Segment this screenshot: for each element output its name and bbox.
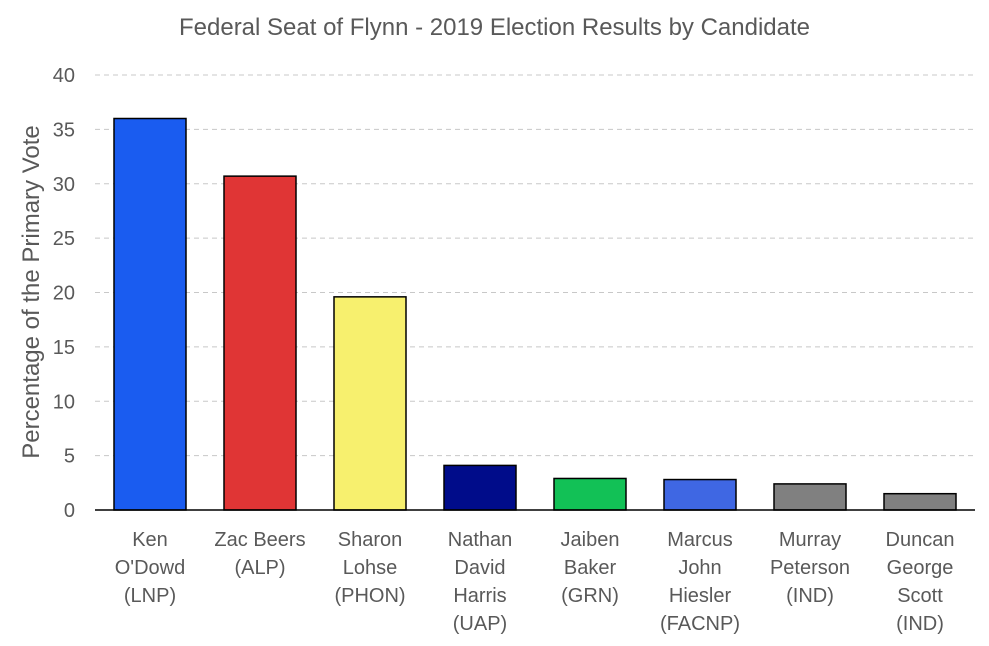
y-tick-label: 25 <box>53 228 75 250</box>
x-tick-label: Zac Beers (ALP) <box>214 529 305 579</box>
bar <box>663 478 737 511</box>
x-tick-label: Ken O'Dowd (LNP) <box>115 529 186 607</box>
y-tick-label: 5 <box>64 446 75 468</box>
x-tick-label: Duncan George Scott (IND) <box>886 529 955 635</box>
y-tick-label: 10 <box>53 391 75 413</box>
x-tick-label: Murray Peterson (IND) <box>770 529 850 607</box>
x-tick-label: Jaiben Baker (GRN) <box>561 529 620 607</box>
x-tick-label: Sharon Lohse (PHON) <box>334 529 405 607</box>
bar <box>113 117 187 511</box>
y-tick-label: 30 <box>53 174 75 196</box>
bar <box>443 464 517 511</box>
x-tick-label: Nathan David Harris (UAP) <box>448 529 513 635</box>
bar <box>333 296 407 511</box>
y-tick-label: 35 <box>53 119 75 141</box>
chart-title: Federal Seat of Flynn - 2019 Election Re… <box>178 14 811 41</box>
bar <box>883 492 957 511</box>
y-tick-label: 15 <box>53 337 75 359</box>
bar <box>553 477 627 511</box>
y-tick-label: 20 <box>53 283 75 305</box>
y-tick-label: 0 <box>64 500 75 522</box>
y-tick-label: 40 <box>53 65 75 87</box>
x-tick-label: Marcus John Hiesler (FACNP) <box>660 529 740 635</box>
bar <box>773 483 847 511</box>
bar <box>223 175 297 511</box>
